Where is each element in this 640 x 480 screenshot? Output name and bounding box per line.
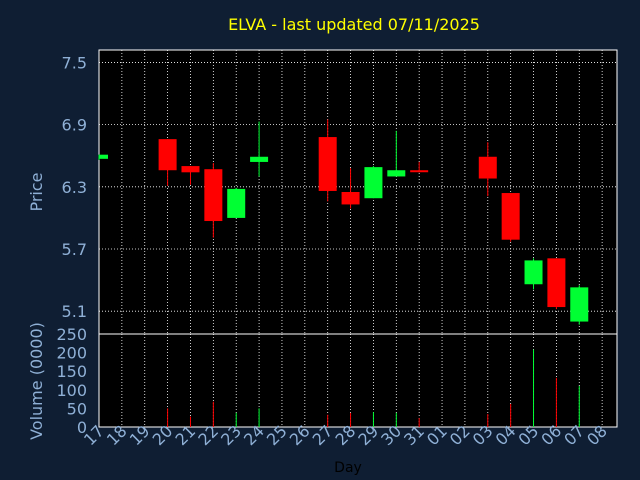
candle-body [410, 170, 429, 173]
volume-tick-label: 250 [56, 325, 87, 344]
price-tick-label: 7.5 [62, 53, 87, 72]
candle-body [158, 139, 177, 171]
candle-body [501, 193, 520, 240]
candle-body [478, 156, 497, 179]
volume-tick-label: 50 [67, 399, 87, 418]
price-tick-label: 5.7 [62, 240, 87, 259]
candle-body [341, 192, 360, 205]
x-axis-ticks: 1718192021222324252627282930310102030405… [80, 421, 611, 449]
volume-tick-label: 200 [56, 344, 87, 363]
volume-panel [98, 333, 618, 428]
x-axis-label: Day [334, 460, 362, 476]
candle-body [387, 170, 406, 177]
candle-body [570, 287, 589, 322]
candle-body [364, 167, 383, 199]
candle-body [547, 258, 566, 308]
volume-axis-label: Volume (0000) [27, 322, 46, 440]
volume-series [167, 349, 580, 427]
volume-tick-label: 0 [77, 418, 87, 437]
candle-body [204, 169, 223, 222]
volume-tick-label: 100 [56, 381, 87, 400]
price-tick-label: 6.3 [62, 178, 87, 197]
candle-body [181, 166, 200, 173]
candle-body [250, 156, 269, 162]
candle-body [227, 188, 246, 218]
volume-tick-label: 150 [56, 362, 87, 381]
candle-body [524, 260, 543, 285]
price-tick-label: 5.1 [62, 302, 87, 321]
price-axis-ticks: 7.5 6.9 6.3 5.7 5.1 [62, 53, 87, 321]
candlestick-series [98, 119, 589, 325]
price-axis-label: Price [27, 172, 46, 211]
chart-title: ELVA - last updated 07/11/2025 [228, 15, 480, 34]
price-tick-label: 6.9 [62, 116, 87, 135]
candle-body [318, 137, 337, 191]
candle-body [99, 154, 108, 159]
